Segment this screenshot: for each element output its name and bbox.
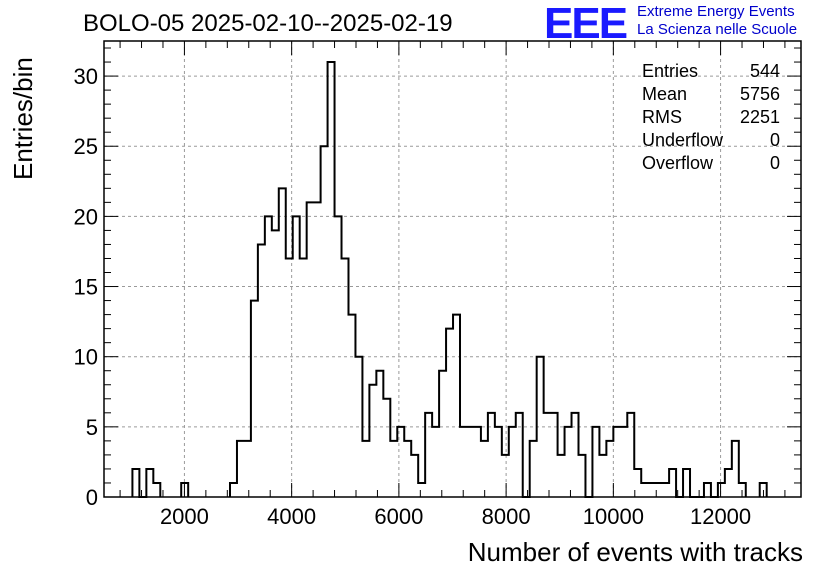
y-tick-label: 0 (86, 485, 98, 510)
stats-row-overflow: Overflow 0 (642, 152, 780, 175)
stats-label: Mean (642, 84, 688, 104)
eee-logo: EEE (544, 0, 628, 48)
x-tick-label: 2000 (160, 504, 209, 529)
y-tick-label: 25 (74, 134, 98, 159)
stats-value: 0 (769, 130, 780, 150)
stats-label: Entries (642, 61, 699, 81)
eee-logo-text: Extreme Energy Events La Scienza nelle S… (637, 3, 797, 39)
logo-line-1: Extreme Energy Events (637, 3, 795, 20)
stats-label: RMS (642, 107, 682, 127)
y-tick-label: 30 (74, 64, 98, 89)
x-tick-label: 8000 (482, 504, 531, 529)
y-tick-label: 15 (74, 275, 98, 300)
y-axis-label: Entries/bin (8, 57, 38, 180)
y-tick-label: 20 (74, 204, 98, 229)
plot-frame (103, 40, 802, 498)
y-tick-label: 5 (86, 415, 98, 440)
stats-value: 544 (749, 61, 780, 81)
x-tick-label: 12000 (690, 504, 751, 529)
histogram-step-line (131, 61, 768, 498)
axis-tick-labels: 2000 4000 6000 8000 10000 12000 0 5 10 15 20 25 30 (74, 64, 752, 529)
stats-row-entries: Entries 544 (642, 60, 780, 83)
x-tick-label: 10000 (583, 504, 644, 529)
stats-value: 2251 (739, 107, 780, 127)
logo-line-2: La Scienza nelle Scuole (637, 21, 798, 38)
stats-row-underflow: Underflow 0 (642, 129, 780, 152)
stats-label: Overflow (642, 153, 714, 173)
y-tick-label: 10 (74, 345, 98, 370)
stats-row-rms: RMS 2251 (642, 106, 780, 129)
stats-box: Entries 544 Mean 5756 RMS 2251 Underflow… (642, 60, 780, 175)
x-tick-label: 4000 (267, 504, 316, 529)
stats-value: 5756 (739, 84, 780, 104)
stats-row-mean: Mean 5756 (642, 83, 780, 106)
chart-title: BOLO-05 2025-02-10--2025-02-19 (83, 10, 453, 37)
axis-ticks (104, 41, 801, 498)
x-axis-label: Number of events with tracks (467, 537, 803, 567)
grid-lines (104, 41, 801, 497)
x-tick-label: 6000 (374, 504, 423, 529)
stats-label: Underflow (642, 130, 724, 150)
stats-value: 0 (769, 153, 780, 173)
